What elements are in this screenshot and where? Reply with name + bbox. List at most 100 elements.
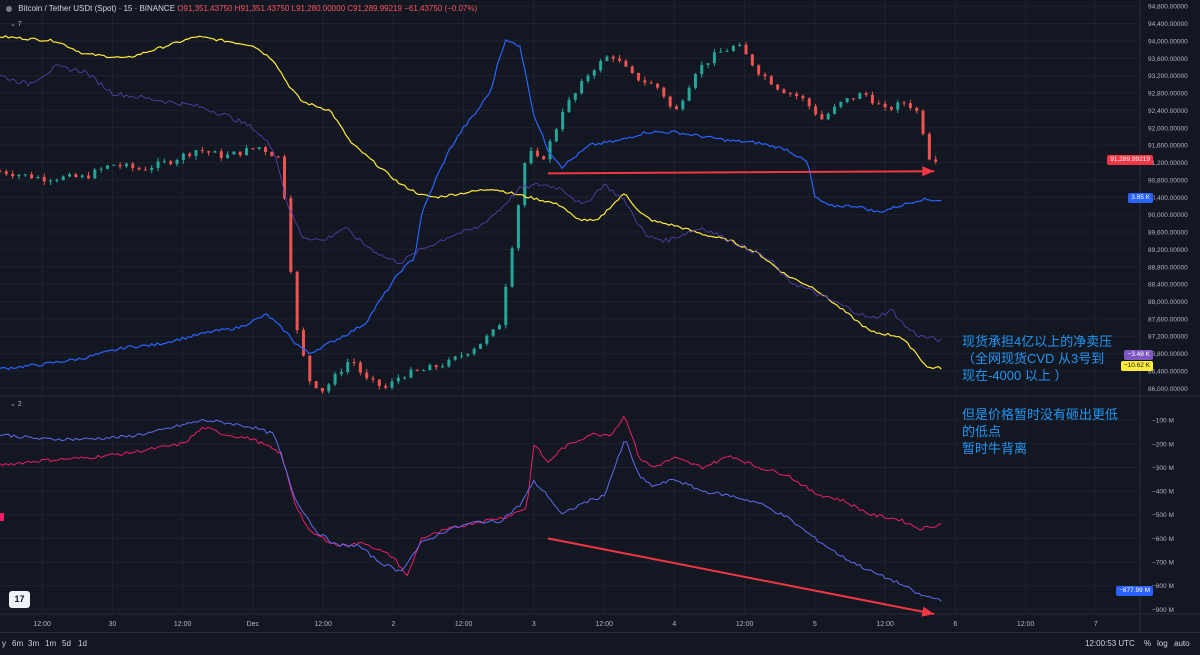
candle-body (605, 56, 609, 61)
tradingview-logo[interactable]: 17 (9, 591, 30, 608)
candle-body (510, 248, 514, 287)
price-tick-label: 86,000.00000 (1148, 386, 1188, 393)
candle-body (889, 107, 893, 110)
candle-body (143, 169, 147, 171)
price-tick-label: 94,400.00000 (1148, 21, 1188, 28)
pane2-collapse-toggle[interactable]: ⌄ 2 (10, 401, 22, 408)
candle-body (327, 384, 331, 392)
arrow-head (921, 606, 935, 617)
ohlc-high: H91,351.43750 (234, 4, 290, 13)
candle-body (750, 54, 754, 66)
candle-body (567, 99, 571, 112)
candle-body (358, 362, 362, 373)
candle-body (377, 379, 381, 386)
candle-body (801, 95, 805, 99)
candle-body (314, 381, 318, 388)
period-button[interactable]: y (2, 639, 6, 648)
candle-body (219, 151, 223, 158)
time-tick-label: 12:00 (595, 621, 613, 628)
candle-body (554, 129, 558, 142)
candle-body (757, 65, 761, 75)
candle-body (213, 151, 217, 153)
time-tick-label: 12:00 (876, 621, 894, 628)
log-toggle[interactable]: log (1157, 639, 1168, 648)
auto-toggle[interactable]: auto (1174, 639, 1190, 648)
clock-readout[interactable]: 12:00:53 UTC (1085, 639, 1135, 648)
candle-body (896, 102, 900, 110)
time-tick-label: 7 (1094, 621, 1098, 628)
period-button[interactable]: 3m (28, 639, 40, 648)
candle-body (839, 101, 843, 107)
candle-body (833, 106, 837, 114)
time-tick-label: 3 (532, 621, 536, 628)
candle-body (232, 151, 236, 155)
arrow-head (922, 166, 935, 177)
candle-body (245, 148, 249, 156)
price-tick-label: 88,400.00000 (1148, 282, 1188, 289)
candle-body (656, 83, 660, 88)
pane1-collapse-toggle[interactable]: ⌄ 7 (10, 21, 22, 28)
price-candles (0, 41, 938, 394)
price-tick-label: 92,000.00000 (1148, 125, 1188, 132)
price-tick-label: 86,400.00000 (1148, 368, 1188, 375)
symbol-status-icon (6, 5, 12, 12)
period-button[interactable]: 1d (78, 639, 87, 648)
candle-body (257, 147, 261, 149)
candle-body (118, 164, 122, 167)
lower-tick-label: −200 M (1152, 441, 1174, 448)
time-tick-label: 12:00 (33, 621, 51, 628)
purple-cvd-line (0, 64, 942, 343)
candle-body (820, 114, 824, 120)
left-edge-marker (0, 513, 4, 521)
symbol-header[interactable]: Bitcoin / Tether USDt (Spot) · 15 · BINA… (6, 4, 477, 13)
candle-body (744, 44, 748, 55)
lower-axis: −100 M −200 M −300 M −400 M −500 M −600 M −700… (1152, 418, 1174, 614)
candle-body (497, 325, 501, 330)
candle-body (788, 93, 792, 95)
time-tick-label: 12:00 (736, 621, 754, 628)
candle-body (283, 156, 286, 199)
period-button[interactable]: 1m (45, 639, 57, 648)
candle-body (371, 378, 375, 380)
annotation-upper: 现货承担4亿以上的净卖压 （全网现货CVD 从3号到 现在-4000 以上 ） (962, 333, 1112, 384)
price-tick-label: 88,800.00000 (1148, 264, 1188, 271)
candle-body (668, 96, 672, 107)
candle-body (845, 98, 849, 102)
blue-cvd-line (0, 39, 942, 371)
candle-body (226, 154, 230, 158)
bottom-toolbar: y 6m 3m 1m 5d 1d 12:00:53 UTC % log auto (0, 632, 1200, 655)
candle-body (188, 153, 192, 156)
candle-body (548, 141, 552, 160)
lower-indicator-lines (0, 415, 942, 602)
lower-tick-label: −700 M (1152, 560, 1174, 567)
period-button[interactable]: 6m (12, 639, 24, 648)
period-button[interactable]: 5d (62, 639, 71, 648)
candle-body (36, 177, 40, 179)
candle-body (542, 156, 546, 160)
annotation-lower-line: 但是价格暂时没有砸出更低 (962, 407, 1119, 422)
candle-body (472, 348, 476, 354)
ohlc-close: C91,289.99219 (347, 4, 402, 13)
candle-body (80, 175, 84, 178)
lower-tick-label: −300 M (1152, 465, 1174, 472)
candle-body (396, 377, 400, 382)
candle-body (441, 366, 445, 368)
candle-body (390, 381, 394, 388)
time-axis: 12:00 30 12:00 Dec 12:00 2 12:00 3 12:00 4 12:00 5 1… (33, 621, 1098, 628)
annotation-upper-line: （全网现货CVD 从3号到 (962, 351, 1105, 366)
candle-body (55, 180, 59, 182)
candle-body (580, 81, 584, 94)
percent-toggle[interactable]: % (1144, 639, 1152, 648)
candle-body (725, 50, 729, 52)
candle-body (276, 156, 280, 158)
candle-body (782, 89, 786, 94)
yellow-cvd-line (0, 35, 942, 370)
arrow-line (547, 170, 935, 175)
candle-body (630, 66, 634, 73)
ohlc-open: O91,351.43750 (177, 4, 233, 13)
time-tick-label: Dec (247, 621, 260, 628)
candle-body (251, 148, 255, 150)
price-tick-label: 89,600.00000 (1148, 230, 1188, 237)
annotation-lower-line: 暂时牛背离 (962, 441, 1028, 456)
